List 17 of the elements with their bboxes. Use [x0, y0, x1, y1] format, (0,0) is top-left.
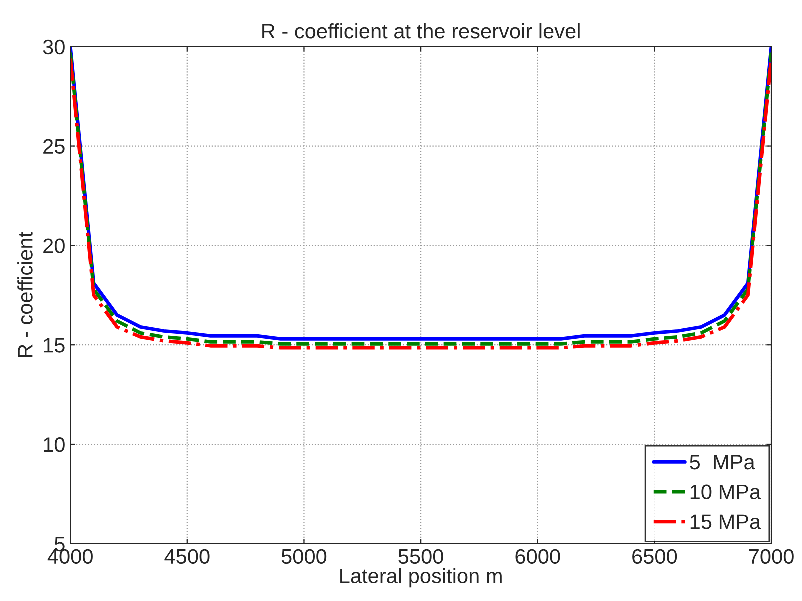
legend-label: 15 MPa: [690, 514, 762, 530]
legend-label: 10 MPa: [690, 484, 762, 500]
y-tick-label: 25: [44, 139, 65, 154]
x-tick-label: 6000: [516, 549, 560, 564]
y-axis-title: R - coefficient: [18, 232, 33, 358]
x-tick-label: 5000: [282, 549, 327, 564]
y-tick-label: 15: [44, 338, 65, 353]
x-tick-label: 5500: [398, 549, 444, 564]
y-tick-label: 10: [44, 438, 65, 452]
x-tick-label: 6500: [632, 549, 678, 564]
x-tick-label: 7000: [749, 549, 794, 564]
y-tick-label: 20: [44, 238, 65, 254]
legend-label: 5 MPa: [690, 455, 756, 470]
chart-title: R - coefficient at the reservoir level: [262, 23, 580, 39]
x-axis-title: Lateral position m: [340, 568, 502, 588]
y-tick-label: 30: [43, 40, 65, 55]
x-tick-label: 4500: [164, 549, 210, 564]
